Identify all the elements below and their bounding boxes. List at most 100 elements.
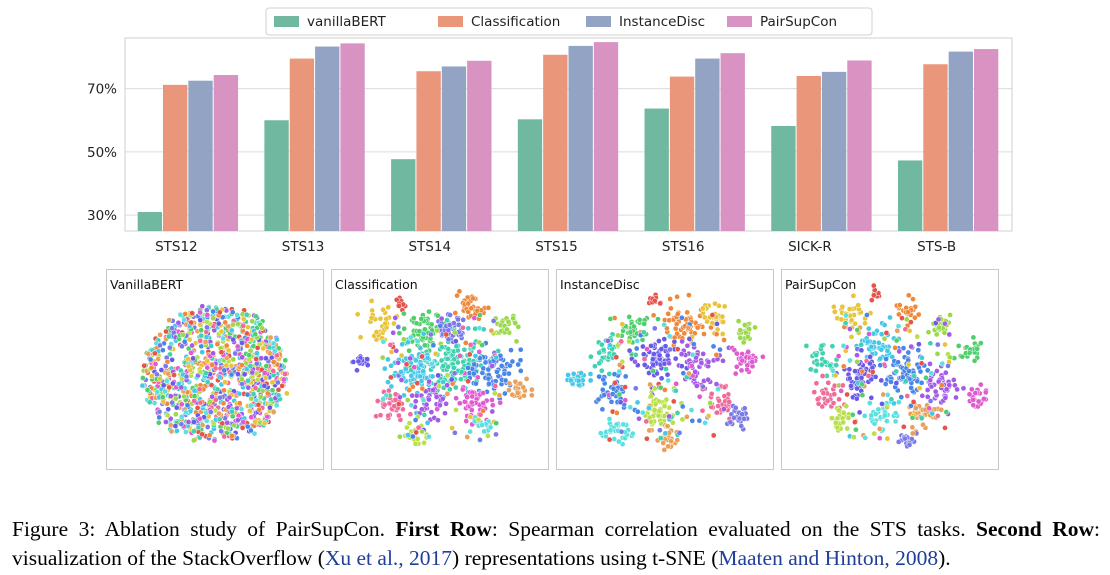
citation-link[interactable]: Maaten and Hinton, 2008 — [718, 546, 939, 570]
scatter-point — [651, 407, 658, 413]
scatter-point — [872, 374, 879, 380]
scatter-point — [485, 366, 492, 373]
scatter-point — [632, 352, 639, 358]
scatter-point — [181, 338, 188, 345]
scatter-point — [974, 345, 981, 352]
scatter-point — [392, 315, 399, 321]
scatter-point — [373, 329, 380, 335]
scatter-point — [927, 361, 933, 367]
scatter-point — [840, 363, 847, 370]
scatter-point — [391, 320, 397, 327]
scatter-point — [174, 428, 180, 434]
scatter-point — [662, 387, 668, 393]
scatter-point — [657, 427, 663, 434]
scatter-point — [528, 392, 535, 399]
scatter-point — [714, 321, 720, 327]
scatter-point — [162, 363, 169, 370]
scatter-point — [147, 356, 154, 363]
scatter-point — [218, 428, 225, 435]
scatter-point — [461, 398, 468, 405]
scatter-point — [398, 369, 404, 375]
scatter-point — [710, 432, 717, 439]
scatter-point — [905, 292, 912, 299]
scatter-point — [222, 379, 228, 386]
scatter-point — [436, 383, 442, 390]
scatter-point — [447, 386, 453, 393]
scatter-point — [405, 432, 411, 438]
scatter-point — [721, 337, 727, 343]
scatter-point — [859, 392, 866, 398]
scatter-point — [918, 360, 925, 367]
scatter-point — [414, 380, 421, 386]
scatter-point — [862, 320, 868, 327]
scatter-point — [613, 421, 620, 428]
scatter-point — [616, 368, 623, 375]
scatter-point — [466, 351, 473, 358]
scatter-point — [476, 312, 483, 318]
scatter-point — [699, 407, 706, 414]
scatter-point — [859, 368, 866, 375]
scatter-point — [244, 423, 251, 430]
scatter-point — [716, 397, 722, 404]
scatter-point — [598, 367, 605, 374]
scatter-point — [666, 413, 673, 420]
scatter-point — [468, 305, 475, 312]
scatter-point — [501, 370, 508, 377]
scatter-point — [485, 433, 491, 439]
scatter-point — [712, 300, 718, 307]
scatter-point — [655, 316, 661, 322]
scatter-point — [434, 406, 441, 412]
scatter-point — [882, 381, 889, 387]
scatter-point — [741, 322, 748, 328]
scatter-point — [204, 312, 211, 318]
scatter-point — [615, 342, 621, 349]
tsne-panel-vanillabert: VanillaBERT — [106, 269, 324, 470]
scatter-point — [458, 376, 464, 383]
scatter-point — [943, 386, 950, 393]
scatter-point — [400, 336, 407, 343]
scatter-point — [476, 349, 483, 355]
scatter-point — [214, 386, 221, 393]
scatter-point — [474, 374, 481, 381]
scatter-point — [471, 315, 478, 321]
scatter-point — [149, 373, 155, 379]
scatter-point — [959, 353, 966, 360]
scatter-point — [407, 334, 414, 341]
scatter-point — [875, 339, 882, 346]
scatter-point — [825, 379, 832, 386]
scatter-point — [397, 394, 403, 401]
scatter-point — [250, 391, 257, 397]
scatter-point — [488, 327, 495, 334]
scatter-point — [240, 323, 247, 329]
scatter-point — [403, 366, 409, 372]
scatter-point — [720, 357, 726, 364]
scatter-point — [426, 396, 432, 403]
scatter-point — [700, 383, 706, 390]
scatter-point — [251, 430, 258, 437]
bar-instancedisc-sts14 — [441, 66, 467, 232]
scatter-point — [472, 325, 479, 332]
scatter-point — [179, 343, 185, 350]
scatter-point — [738, 367, 745, 374]
scatter-point — [395, 401, 402, 407]
citation-link[interactable]: Xu et al., 2017 — [324, 546, 453, 570]
scatter-point — [442, 410, 448, 417]
scatter-point — [696, 393, 703, 400]
scatter-point — [855, 302, 862, 309]
scatter-point — [749, 358, 756, 365]
scatter-point — [427, 331, 434, 338]
scatter-point — [843, 403, 850, 409]
scatter-point — [239, 354, 246, 361]
scatter-point — [388, 349, 395, 355]
scatter-point — [218, 328, 225, 335]
scatter-point — [388, 362, 394, 369]
scatter-point — [521, 392, 527, 399]
scatter-point — [429, 373, 436, 380]
scatter-point — [815, 400, 822, 407]
scatter-point — [609, 391, 616, 397]
scatter-point — [862, 434, 869, 441]
scatter-point — [876, 435, 883, 442]
scatter-point — [906, 327, 913, 334]
scatter-point — [424, 420, 431, 426]
scatter-point — [836, 396, 842, 403]
